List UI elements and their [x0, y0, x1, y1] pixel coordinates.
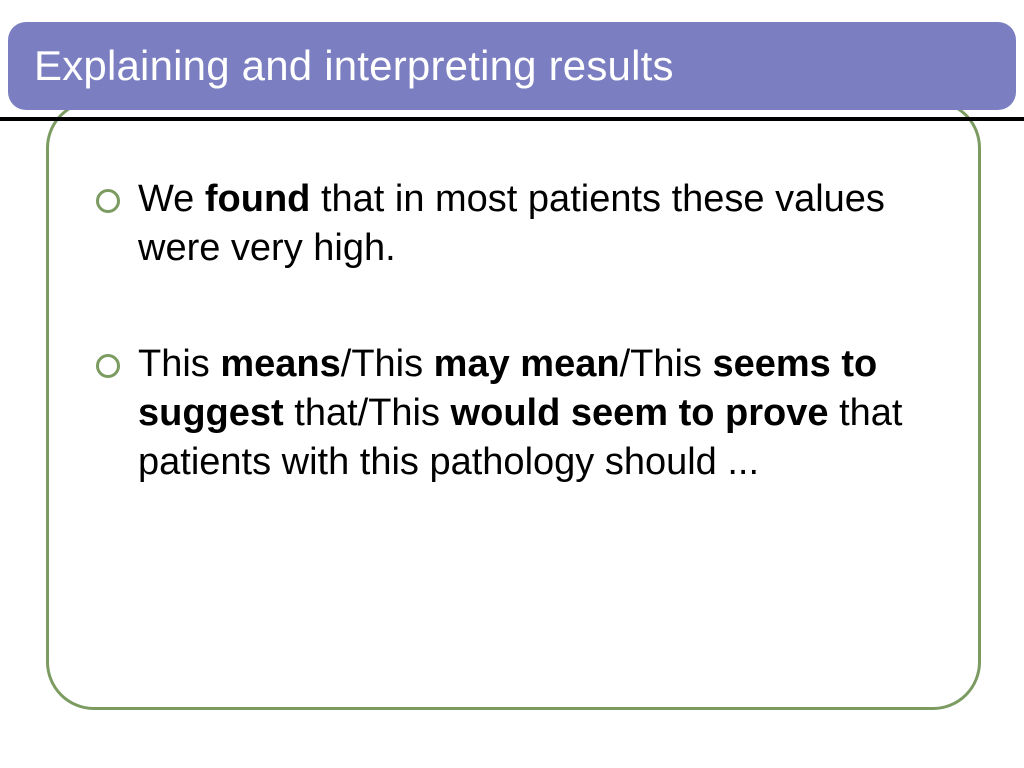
bullet-list: We found that in most patients these val…: [90, 175, 940, 486]
text-run: found: [205, 178, 311, 220]
text-run: This: [138, 343, 220, 385]
slide-body: We found that in most patients these val…: [90, 175, 940, 554]
text-run: would seem to prove: [451, 392, 829, 434]
text-run: /This: [620, 343, 713, 385]
text-run: may mean: [434, 343, 620, 385]
title-underline: [0, 117, 1024, 121]
text-run: that/This: [284, 392, 451, 434]
list-item: We found that in most patients these val…: [90, 175, 940, 272]
text-run: /This: [341, 343, 434, 385]
list-item: This means/This may mean/This seems to s…: [90, 340, 940, 486]
slide-title: Explaining and interpreting results: [34, 42, 674, 90]
text-run: We: [138, 178, 205, 220]
text-run: means: [220, 343, 340, 385]
slide: Explaining and interpreting results We f…: [0, 0, 1024, 768]
title-bar: Explaining and interpreting results: [8, 22, 1016, 110]
